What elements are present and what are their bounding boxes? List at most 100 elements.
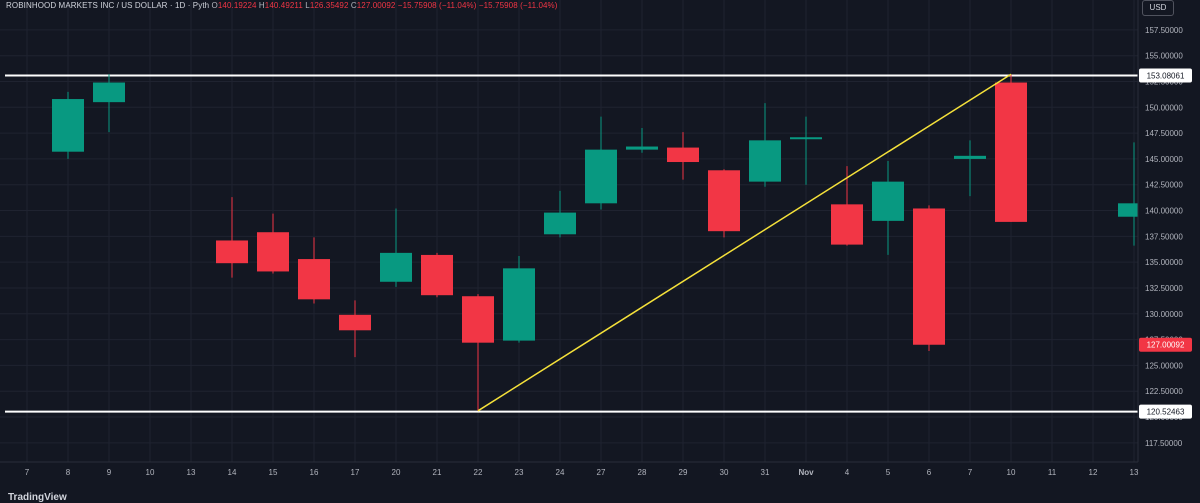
time-tick-label: Nov <box>798 468 814 477</box>
candle-body[interactable] <box>339 314 371 331</box>
low-value: 126.35492 <box>309 1 349 10</box>
price-tick-label: 132.50000 <box>1145 284 1183 293</box>
candle[interactable] <box>52 91 84 159</box>
time-tick-label: 7 <box>968 468 973 477</box>
candle[interactable] <box>462 294 494 411</box>
candle[interactable] <box>421 252 453 298</box>
candles[interactable] <box>52 74 1150 411</box>
high-value: 140.49211 <box>264 1 303 10</box>
price-tick-label: 142.50000 <box>1145 181 1183 190</box>
candle[interactable] <box>257 213 289 274</box>
candle[interactable] <box>872 160 904 255</box>
candle-body[interactable] <box>626 146 658 150</box>
symbol-title[interactable]: ROBINHOOD MARKETS INC / US DOLLAR · 1D ·… <box>6 1 210 10</box>
candle[interactable] <box>790 116 822 185</box>
time-tick-label: 31 <box>761 468 770 477</box>
time-tick-label: 17 <box>351 468 360 477</box>
candle-body[interactable] <box>585 149 617 204</box>
candle[interactable] <box>667 132 699 180</box>
candle[interactable] <box>585 116 617 210</box>
candle-body[interactable] <box>872 181 904 221</box>
level-price-tag: 120.52463 <box>1147 408 1185 417</box>
candle-body[interactable] <box>667 147 699 163</box>
price-tick-label: 117.50000 <box>1145 439 1183 448</box>
candle[interactable] <box>708 169 740 238</box>
candle[interactable] <box>626 127 658 153</box>
time-tick-label: 10 <box>1007 468 1016 477</box>
price-tick-label: 147.50000 <box>1145 129 1183 138</box>
candle[interactable] <box>339 300 371 358</box>
candle-body[interactable] <box>831 204 863 245</box>
candle[interactable] <box>503 255 535 343</box>
candle-body[interactable] <box>749 140 781 182</box>
price-tick-label: 155.00000 <box>1145 52 1183 61</box>
candle-body[interactable] <box>93 82 125 103</box>
candle[interactable] <box>544 190 576 238</box>
level-price-tag: 153.08061 <box>1147 72 1185 81</box>
candle-body[interactable] <box>790 137 822 140</box>
candle-body[interactable] <box>421 254 453 296</box>
close-value: 127.00092 <box>356 1 396 10</box>
candle-body[interactable] <box>913 208 945 345</box>
price-tick-label: 137.50000 <box>1145 232 1183 241</box>
price-tick-label: 122.50000 <box>1145 387 1183 396</box>
time-tick-label: 14 <box>228 468 237 477</box>
close-label: C <box>350 1 357 10</box>
time-tick-label: 8 <box>66 468 71 477</box>
candle-body[interactable] <box>216 240 248 264</box>
candle[interactable] <box>831 166 863 246</box>
candle-body[interactable] <box>462 296 494 343</box>
time-tick-label: 22 <box>474 468 483 477</box>
candle[interactable] <box>913 205 945 351</box>
candle-body[interactable] <box>380 252 412 282</box>
time-tick-label: 16 <box>310 468 319 477</box>
time-tick-label: 5 <box>886 468 891 477</box>
current-price-tag: 127.00092 <box>1147 341 1185 350</box>
candle-body[interactable] <box>257 232 289 272</box>
time-tick-label: 10 <box>146 468 155 477</box>
change-value: −15.75908 (−11.04%) <box>397 1 477 10</box>
candle-body[interactable] <box>298 259 330 300</box>
time-tick-label: 23 <box>515 468 524 477</box>
time-tick-label: 13 <box>187 468 196 477</box>
currency-button[interactable]: USD <box>1142 0 1174 16</box>
candle-body[interactable] <box>52 99 84 152</box>
candle[interactable] <box>216 197 248 278</box>
time-tick-label: 7 <box>25 468 30 477</box>
level-price-tag-bg <box>1139 404 1192 419</box>
price-tick-label: 150.00000 <box>1145 103 1183 112</box>
time-tick-label: 9 <box>107 468 112 477</box>
candle-body[interactable] <box>544 212 576 235</box>
candle[interactable] <box>380 208 412 287</box>
high-label: H <box>258 1 265 10</box>
time-tick-label: 30 <box>720 468 729 477</box>
footer-bar <box>0 488 1200 500</box>
open-label: O <box>211 1 218 10</box>
trendline[interactable] <box>477 73 1012 412</box>
time-tick-label: 28 <box>638 468 647 477</box>
symbol-header: ROBINHOOD MARKETS INC / US DOLLAR · 1D ·… <box>6 1 558 13</box>
time-tick-label: 6 <box>927 468 932 477</box>
price-tick-label: 135.00000 <box>1145 258 1183 267</box>
candle[interactable] <box>298 237 330 304</box>
level-price-tag-bg <box>1139 68 1192 83</box>
price-tick-label: 130.00000 <box>1145 310 1183 319</box>
tradingview-logo[interactable]: TradingView <box>8 492 67 503</box>
open-value: 140.19224 <box>217 1 257 10</box>
candle[interactable] <box>954 140 986 197</box>
candle[interactable] <box>93 74 125 133</box>
time-tick-label: 24 <box>556 468 565 477</box>
horizontal-levels[interactable] <box>5 74 1138 413</box>
price-tick-label: 125.00000 <box>1145 361 1183 370</box>
candle-body[interactable] <box>995 82 1027 222</box>
candle-body[interactable] <box>708 170 740 232</box>
candle-body[interactable] <box>954 155 986 159</box>
candle[interactable] <box>749 103 781 187</box>
current-price-tag-bg <box>1139 337 1192 352</box>
low-label: L <box>305 1 310 10</box>
candle-body[interactable] <box>503 268 535 341</box>
time-tick-label: 21 <box>433 468 442 477</box>
trendline-segment[interactable] <box>477 73 1012 412</box>
candle[interactable] <box>995 74 1027 222</box>
